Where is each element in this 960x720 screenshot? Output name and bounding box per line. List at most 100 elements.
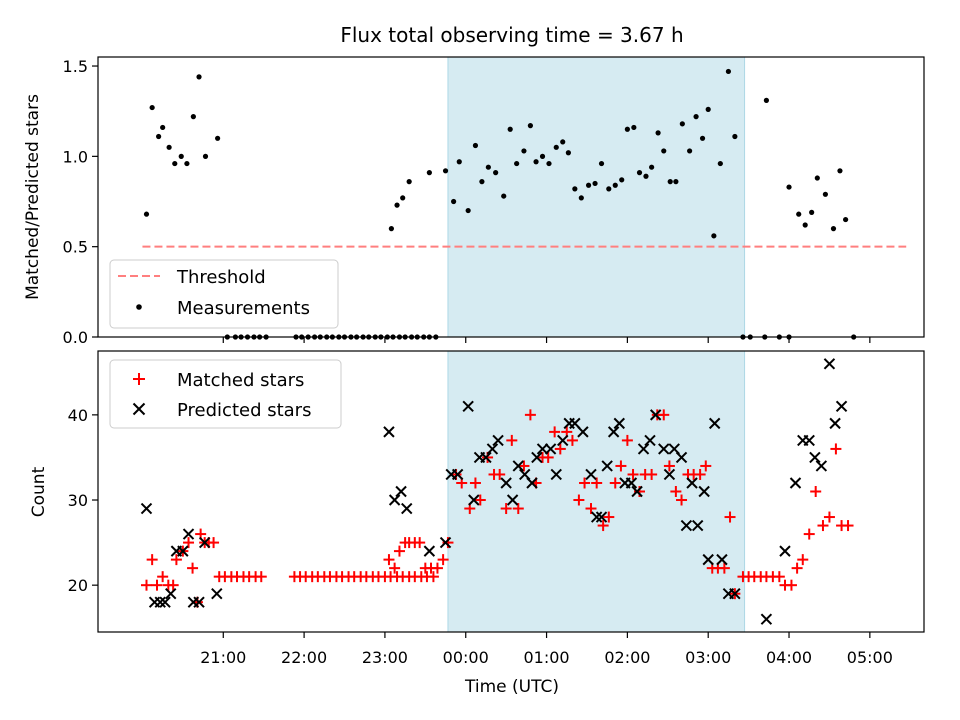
measurement-point xyxy=(400,195,406,201)
measurement-point xyxy=(649,164,655,170)
measurement-point xyxy=(655,130,661,136)
matched-star-point xyxy=(573,494,585,506)
matched-star-point xyxy=(494,468,506,480)
measurement-point xyxy=(814,175,820,181)
matched-star-point xyxy=(157,571,169,583)
matched-star-point xyxy=(810,486,822,497)
measurement-point xyxy=(426,170,432,176)
predicted-star-point xyxy=(644,434,656,447)
measurement-point xyxy=(143,211,150,217)
measurement-point xyxy=(406,179,412,185)
measurement-point xyxy=(493,170,499,176)
predicted-star-point xyxy=(649,409,662,421)
measurement-point xyxy=(442,168,449,174)
predicted-star-point xyxy=(439,536,452,549)
predicted-star-point xyxy=(154,596,166,608)
predicted-star-point xyxy=(177,545,189,557)
predicted-star-point xyxy=(480,451,492,464)
predicted-star-point xyxy=(803,434,815,447)
matched-star-point xyxy=(823,511,835,523)
measurement-point xyxy=(687,148,693,154)
measurement-point xyxy=(843,216,849,223)
bottom-legend-box xyxy=(109,359,342,429)
predicted-star-point xyxy=(492,434,504,447)
measurement-point xyxy=(619,177,625,183)
matched-star-point xyxy=(663,460,675,472)
predicted-star-point xyxy=(708,417,721,430)
bottom-panel: 20 30 40 21:00 22:00 23:00 00:00 01:00 02:00 03:… xyxy=(29,350,925,697)
top-plot-frame xyxy=(97,56,925,338)
measurement-point xyxy=(451,198,457,205)
x-tick-label: 03:00 xyxy=(685,648,731,667)
x-tick-label: 05:00 xyxy=(847,648,893,667)
measurement-point xyxy=(166,144,172,150)
measurement-point xyxy=(643,173,649,179)
predicted-star-point xyxy=(182,528,195,540)
measurement-point xyxy=(699,135,706,141)
predicted-star-point xyxy=(779,545,791,557)
measurement-point xyxy=(763,97,769,103)
predicted-star-point xyxy=(601,460,613,472)
predicted-star-point xyxy=(423,545,436,557)
predicted-star-point xyxy=(159,596,171,608)
matched-star-point xyxy=(500,503,512,515)
matched-star-point xyxy=(140,579,152,591)
measurement-point xyxy=(631,124,637,131)
measurement-point xyxy=(527,123,533,129)
predicted-star-point xyxy=(383,426,395,438)
predicted-star-point xyxy=(809,451,821,464)
measurement-point xyxy=(693,114,699,120)
measurement-point xyxy=(521,148,527,154)
predicted-star-point xyxy=(631,485,643,498)
matched-star-point xyxy=(842,520,854,532)
matched-star-point xyxy=(579,477,591,489)
predicted-star-point xyxy=(698,485,710,498)
matched-star-point xyxy=(646,468,658,480)
measurement-point xyxy=(725,68,732,75)
top-y-tick-label: 1.0 xyxy=(63,147,88,166)
predicted-star-point xyxy=(729,587,741,600)
matched-star-point xyxy=(724,511,736,523)
legend-predicted-swatch xyxy=(132,402,146,416)
predicted-star-point xyxy=(395,485,407,498)
matched-star-points xyxy=(140,409,854,608)
predicted-star-point xyxy=(590,511,603,523)
matched-star-point xyxy=(785,579,797,591)
top-y-axis-label: Matched/Predicted stars xyxy=(23,94,43,300)
measurement-point xyxy=(679,121,685,127)
matched-star-point xyxy=(383,554,395,566)
matched-star-point xyxy=(414,537,426,549)
matched-star-point xyxy=(830,443,842,455)
matched-star-point xyxy=(597,520,609,532)
matched-star-point xyxy=(658,409,670,421)
predicted-star-point xyxy=(211,587,223,600)
measurement-point xyxy=(624,126,630,132)
predicted-star-point xyxy=(165,587,177,600)
bottom-highlight-span xyxy=(447,350,746,633)
measurement-point xyxy=(592,180,598,187)
matched-star-point xyxy=(676,494,688,506)
measurement-point xyxy=(802,222,808,228)
measurement-point xyxy=(572,186,578,192)
measurement-point xyxy=(456,159,462,165)
predicted-star-point xyxy=(557,434,569,447)
measurement-point xyxy=(585,182,592,188)
matched-star-point xyxy=(694,468,706,480)
bottom-legend: Matched stars Predicted stars xyxy=(109,359,342,429)
measurement-point xyxy=(578,195,584,201)
matched-star-point xyxy=(393,545,405,557)
measurement-point xyxy=(732,133,738,140)
matched-star-point xyxy=(549,426,561,438)
top-y-axis: 0.0 0.5 1.0 1.5 xyxy=(63,57,98,347)
bottom-y-axis-label: Count xyxy=(29,466,49,517)
predicted-star-point xyxy=(702,553,714,566)
measurement-point xyxy=(156,133,162,140)
top-x-ticks xyxy=(222,337,871,343)
predicted-star-point xyxy=(789,477,802,489)
measurement-point xyxy=(553,144,559,150)
matched-star-point xyxy=(817,520,829,532)
legend-threshold-label: Threshold xyxy=(176,267,266,288)
bottom-y-tick-label: 40 xyxy=(68,406,88,425)
predicted-star-point xyxy=(686,477,698,489)
matched-star-point xyxy=(591,477,603,489)
